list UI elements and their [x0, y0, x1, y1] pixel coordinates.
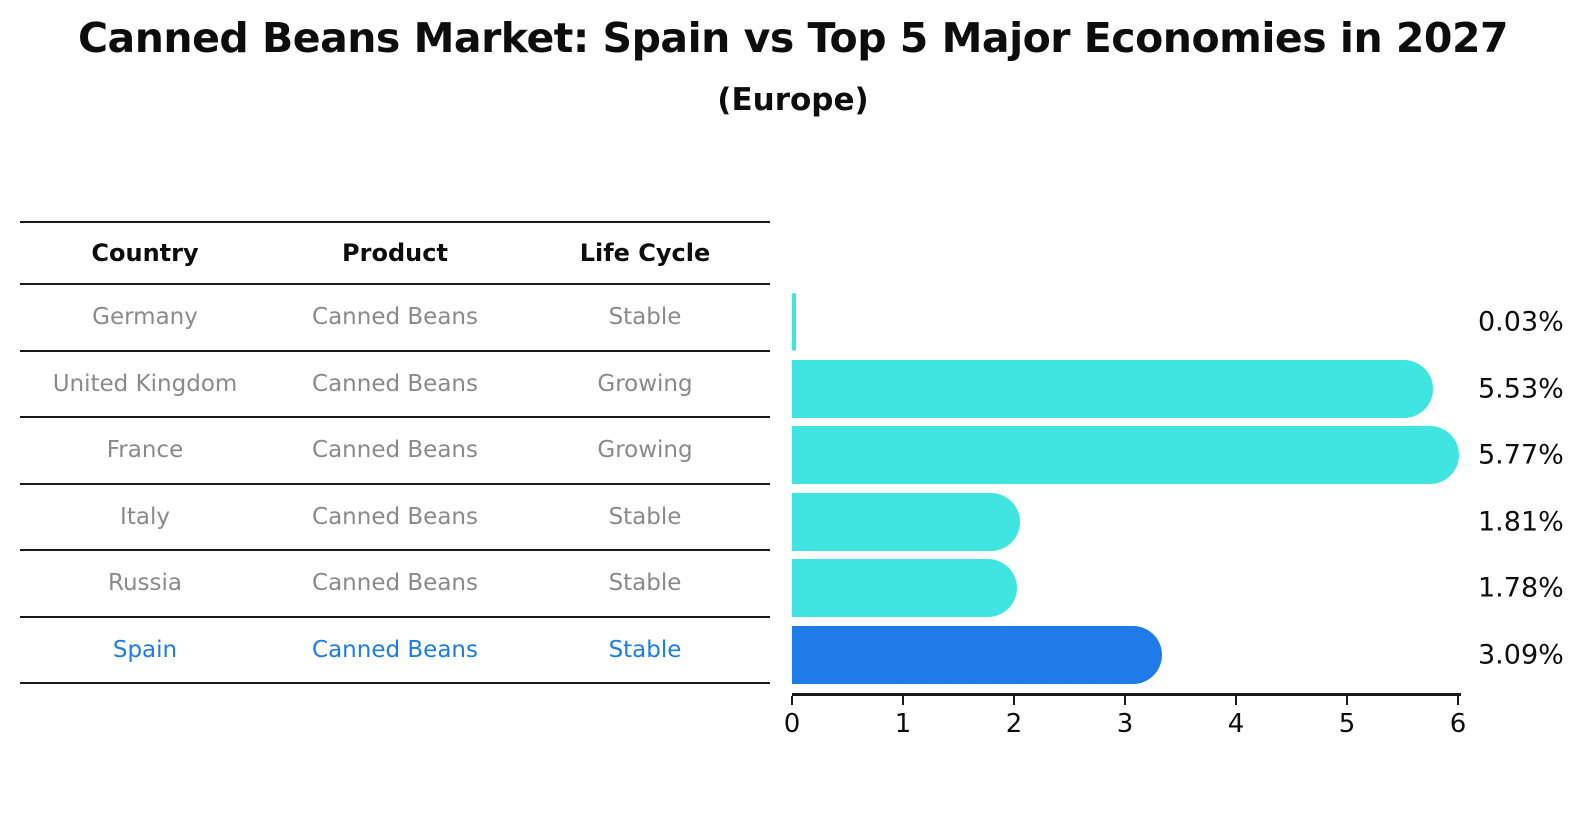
tick-label: 4: [1227, 708, 1245, 739]
column-header-product: Product: [342, 239, 448, 267]
bar-france: [792, 426, 1460, 484]
chart-subtitle: (Europe): [717, 82, 869, 118]
value-label-united-kingdom: 5.53%: [1478, 373, 1564, 405]
bar-russia: [792, 559, 1017, 617]
country-cell: Germany: [92, 304, 198, 331]
table-row-italy: Italy Canned Beans Stable: [20, 485, 770, 551]
x-axis-line: [792, 693, 1461, 696]
product-cell: Canned Beans: [312, 636, 478, 663]
table-row-germany: Germany Canned Beans Stable: [20, 285, 770, 352]
country-cell: France: [106, 437, 184, 464]
value-label-france: 5.77%: [1478, 439, 1564, 471]
life-cycle-cell: Stable: [608, 570, 682, 597]
life-cycle-cell: Stable: [608, 503, 682, 530]
bar-spain: [792, 625, 1162, 684]
bar-italy: [792, 492, 1020, 551]
bar-united-kingdom: [792, 359, 1433, 418]
tick-label: 2: [1005, 708, 1023, 739]
tick-mark: [1345, 695, 1349, 705]
bar-row-germany: 0.03%: [792, 289, 1586, 356]
country-cell: United Kingdom: [52, 370, 238, 397]
tick-label: 3: [1116, 708, 1134, 739]
column-header-country: Country: [91, 239, 199, 267]
life-cycle-cell: Stable: [608, 304, 682, 331]
x-axis: 0 1 2 3 4 5 6: [784, 693, 1466, 739]
value-label-spain: 3.09%: [1478, 639, 1564, 671]
tick-mark: [1456, 695, 1460, 705]
value-label-germany: 0.03%: [1478, 306, 1564, 338]
product-cell: Canned Beans: [312, 503, 478, 530]
life-cycle-cell: Growing: [597, 370, 693, 397]
tick-mark: [1123, 695, 1127, 705]
tick-label: 0: [783, 708, 801, 739]
bar-row-russia: 1.78%: [792, 555, 1586, 622]
tick-label: 6: [1449, 708, 1467, 739]
bar-chart-area: 0.03% 5.53% 5.77% 1.81% 1.78% 3.09%: [792, 289, 1586, 689]
table-header-row: Country Product Life Cycle: [20, 221, 770, 285]
country-cell: Russia: [108, 570, 182, 597]
table-row-spain: Spain Canned Beans Stable: [20, 618, 770, 684]
table-row-united-kingdom: United Kingdom Canned Beans Growing: [20, 352, 770, 418]
product-cell: Canned Beans: [312, 370, 478, 397]
life-cycle-cell: Growing: [597, 437, 693, 464]
country-cell: Italy: [120, 503, 170, 530]
life-cycle-cell: Stable: [608, 636, 682, 663]
table-row-russia: Russia Canned Beans Stable: [20, 551, 770, 618]
tick-mark: [790, 695, 794, 705]
country-table: Country Product Life Cycle Germany Canne…: [20, 221, 770, 684]
column-header-lifecycle: Life Cycle: [579, 239, 711, 267]
value-label-italy: 1.81%: [1478, 506, 1564, 538]
country-cell: Spain: [112, 636, 178, 663]
tick-mark: [1234, 695, 1238, 705]
tick-label: 1: [894, 708, 912, 739]
chart-title: Canned Beans Market: Spain vs Top 5 Majo…: [77, 14, 1509, 62]
bar-row-france: 5.77%: [792, 422, 1586, 489]
value-label-russia: 1.78%: [1478, 572, 1564, 604]
tick-mark: [901, 695, 905, 705]
product-cell: Canned Beans: [312, 437, 478, 464]
tick-label: 5: [1338, 708, 1356, 739]
tick-mark: [1012, 695, 1016, 705]
product-cell: Canned Beans: [312, 304, 478, 331]
table-row-france: France Canned Beans Growing: [20, 418, 770, 485]
bar-row-spain: 3.09%: [792, 622, 1586, 689]
product-cell: Canned Beans: [312, 570, 478, 597]
bar-germany: [792, 293, 796, 351]
bar-row-italy: 1.81%: [792, 489, 1586, 556]
bar-row-united-kingdom: 5.53%: [792, 356, 1586, 423]
